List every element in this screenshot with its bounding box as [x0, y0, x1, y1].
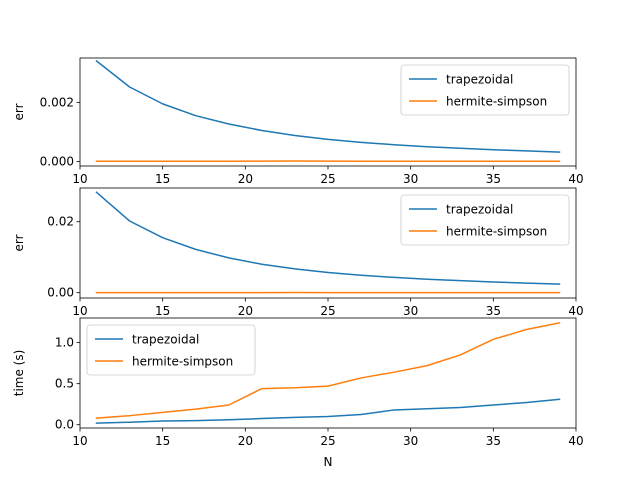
x-tick-label: 10 [72, 172, 87, 186]
series-line-trapezoidal [95, 191, 561, 285]
y-axis-label: time (s) [12, 350, 26, 397]
subplot-2: 10 15 20 25 30 35 40 0.00 0.02 err trapezoidal herm… [12, 187, 584, 318]
legend: trapezoidal hermite-simpson [400, 194, 570, 246]
x-tick-label: 40 [568, 172, 583, 186]
legend-label: hermite-simpson [446, 225, 547, 239]
legend-label: hermite-simpson [446, 95, 547, 109]
x-tick-label: 15 [155, 172, 170, 186]
y-tick-label: 0.00 [47, 286, 74, 300]
x-tick-label: 15 [155, 304, 170, 318]
x-tick-label: 30 [403, 304, 418, 318]
legend: trapezoidal hermite-simpson [86, 324, 256, 376]
x-tick-label: 35 [486, 304, 501, 318]
y-tick-label: 0.002 [40, 95, 74, 109]
legend-label: trapezoidal [446, 203, 513, 217]
legend: trapezoidal hermite-simpson [400, 64, 570, 116]
subplot-3: 10 15 20 25 30 35 40 0.0 0.5 1.0 time (s) Ntrapezoi… [12, 317, 584, 469]
x-tick-label: 35 [486, 172, 501, 186]
legend-label: trapezoidal [132, 333, 199, 347]
y-tick-label: 0.5 [55, 377, 74, 391]
legend-label: trapezoidal [446, 73, 513, 87]
legend-box [400, 64, 570, 116]
y-axis-label: err [12, 234, 26, 251]
x-tick-label: 10 [72, 304, 87, 318]
y-tick-label: 0.000 [40, 155, 74, 169]
x-tick-label: 15 [155, 434, 170, 448]
x-tick-label: 20 [238, 172, 253, 186]
x-tick-label: 10 [72, 434, 87, 448]
series-line-hermite-simpson [95, 322, 561, 419]
subplot-1: 10 15 20 25 30 35 40 0.000 0.002 err trapezoidal he… [12, 57, 584, 186]
legend-box [86, 324, 256, 376]
y-tick-label: 0.0 [55, 418, 74, 432]
y-tick-label: 0.02 [47, 215, 74, 229]
x-tick-label: 40 [568, 434, 583, 448]
x-tick-label: 25 [320, 172, 335, 186]
legend-label: hermite-simpson [132, 355, 233, 369]
x-tick-label: 25 [320, 434, 335, 448]
x-tick-label: 40 [568, 304, 583, 318]
x-tick-label: 35 [486, 434, 501, 448]
x-tick-label: 30 [403, 434, 418, 448]
y-tick-label: 1.0 [55, 336, 74, 350]
x-axis-label: N [324, 455, 333, 469]
x-tick-label: 20 [238, 434, 253, 448]
x-tick-label: 25 [320, 304, 335, 318]
series-line-trapezoidal [95, 59, 561, 153]
x-tick-label: 30 [403, 172, 418, 186]
y-axis-label: err [12, 103, 26, 120]
series-line-trapezoidal [95, 398, 561, 424]
legend-box [400, 194, 570, 246]
x-tick-label: 20 [238, 304, 253, 318]
